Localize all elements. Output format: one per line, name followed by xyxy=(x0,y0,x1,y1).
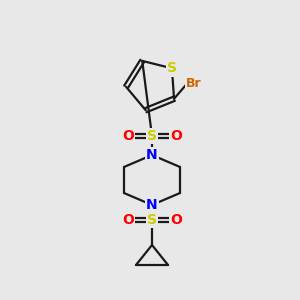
Text: O: O xyxy=(170,129,182,143)
Text: O: O xyxy=(122,129,134,143)
Text: S: S xyxy=(147,213,157,227)
Text: N: N xyxy=(146,198,158,212)
Text: S: S xyxy=(167,61,177,75)
Text: N: N xyxy=(146,148,158,162)
Text: O: O xyxy=(170,213,182,227)
Text: S: S xyxy=(147,129,157,143)
Text: Br: Br xyxy=(186,77,202,90)
Text: O: O xyxy=(122,213,134,227)
